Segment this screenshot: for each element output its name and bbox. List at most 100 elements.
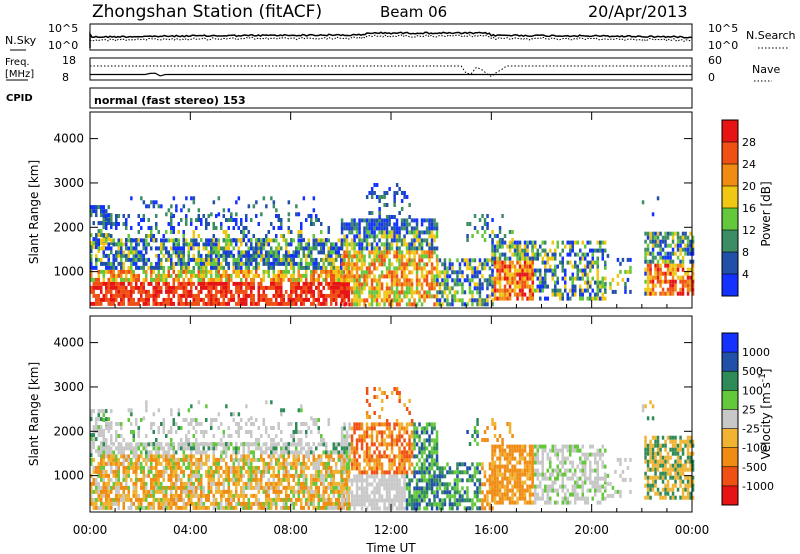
range-gate-cell (322, 250, 325, 255)
range-gate-cell (571, 244, 574, 249)
range-gate-cell (247, 465, 250, 470)
range-gate-cell (342, 269, 345, 274)
range-gate-cell (165, 461, 168, 466)
range-gate-cell (305, 489, 308, 494)
range-gate-cell (375, 218, 379, 223)
range-gate-cell (343, 298, 346, 303)
range-gate-cell (265, 505, 268, 510)
range-gate-cell (491, 288, 494, 293)
range-gate-cell (140, 481, 143, 486)
range-gate-cell (343, 438, 346, 443)
range-gate-cell (498, 244, 502, 249)
range-gate-cell (130, 446, 133, 451)
range-gate-cell (97, 481, 100, 486)
range-gate-cell (453, 298, 457, 303)
range-gate-cell (197, 481, 200, 486)
range-gate-cell (360, 238, 364, 243)
range-gate-cell (395, 270, 399, 275)
range-gate-cell (262, 293, 265, 298)
range-gate-cell (305, 454, 308, 459)
range-gate-cell (270, 297, 273, 302)
range-gate-cell (137, 461, 140, 466)
range-gate-cell (260, 505, 263, 510)
range-gate-cell (107, 213, 110, 218)
range-gate-cell (275, 261, 278, 266)
range-gate-cell (315, 422, 318, 426)
range-gate-cell (127, 505, 130, 510)
range-gate-cell (252, 204, 256, 209)
range-gate-cell (277, 277, 280, 282)
range-gate-cell (363, 270, 366, 275)
beam-label: Beam 06 (380, 3, 447, 21)
range-gate-cell (335, 446, 338, 451)
range-gate-cell (227, 446, 230, 451)
range-gate-cell (385, 270, 389, 275)
range-gate-cell (275, 301, 278, 306)
range-gate-cell (348, 454, 351, 459)
range-gate-cell (596, 268, 599, 273)
range-gate-cell (611, 277, 615, 282)
y-tick-label: 2000 (53, 220, 84, 234)
range-gate-cell (107, 242, 110, 247)
range-gate-cell (202, 446, 205, 451)
range-gate-cell (322, 461, 325, 466)
range-gate-cell (571, 280, 574, 285)
range-gate-cell (290, 434, 293, 438)
range-gate-cell (531, 288, 534, 293)
range-gate-cell (370, 290, 374, 295)
range-gate-cell (358, 266, 361, 271)
range-gate-cell (202, 430, 205, 434)
range-gate-cell (518, 272, 522, 277)
range-gate-cell (435, 234, 439, 239)
range-gate-cell (150, 465, 153, 470)
range-gate-cell (235, 457, 238, 462)
range-gate-cell (137, 250, 140, 255)
range-gate-cell (481, 298, 484, 303)
range-gate-cell (395, 278, 399, 283)
range-gate-cell (661, 247, 665, 252)
range-gate-cell (395, 226, 399, 231)
range-gate-cell (508, 280, 512, 285)
range-gate-cell (225, 442, 228, 446)
range-gate-cell (312, 269, 315, 274)
range-gate-cell (561, 268, 564, 273)
range-gate-cell (182, 418, 185, 422)
range-gate-cell (345, 486, 349, 491)
range-gate-cell (360, 290, 364, 295)
range-gate-cell (167, 301, 170, 306)
range-gate-cell (102, 438, 105, 442)
range-gate-cell (95, 469, 98, 474)
range-gate-cell (217, 477, 220, 482)
range-gate-cell (378, 250, 381, 255)
range-gate-cell (335, 277, 338, 282)
range-gate-cell (160, 485, 163, 490)
range-gate-cell (559, 260, 562, 265)
range-gate-cell (175, 457, 178, 462)
range-gate-cell (177, 426, 180, 430)
range-gate-cell (345, 450, 349, 455)
range-gate-cell (170, 257, 173, 262)
range-gate-cell (518, 268, 522, 273)
range-gate-cell (175, 473, 178, 478)
range-gate-cell (539, 284, 542, 289)
range-gate-cell (433, 278, 436, 283)
range-gate-cell (130, 289, 133, 294)
range-gate-cell (215, 301, 218, 306)
range-gate-cell (390, 226, 394, 231)
range-gate-cell (355, 494, 359, 499)
range-gate-cell (491, 218, 494, 222)
range-gate-cell (167, 450, 170, 455)
range-gate-cell (280, 412, 283, 417)
range-gate-cell (285, 465, 288, 470)
range-gate-cell (526, 252, 529, 257)
range-gate-cell (516, 296, 519, 301)
range-gate-cell (232, 246, 235, 251)
range-gate-cell (135, 301, 138, 306)
range-gate-cell (295, 297, 298, 302)
range-gate-cell (679, 239, 682, 244)
range-gate-cell (353, 430, 356, 435)
range-gate-cell (691, 247, 695, 252)
range-gate-cell (403, 294, 406, 299)
range-gate-cell (518, 240, 522, 245)
range-gate-cell (295, 212, 298, 217)
